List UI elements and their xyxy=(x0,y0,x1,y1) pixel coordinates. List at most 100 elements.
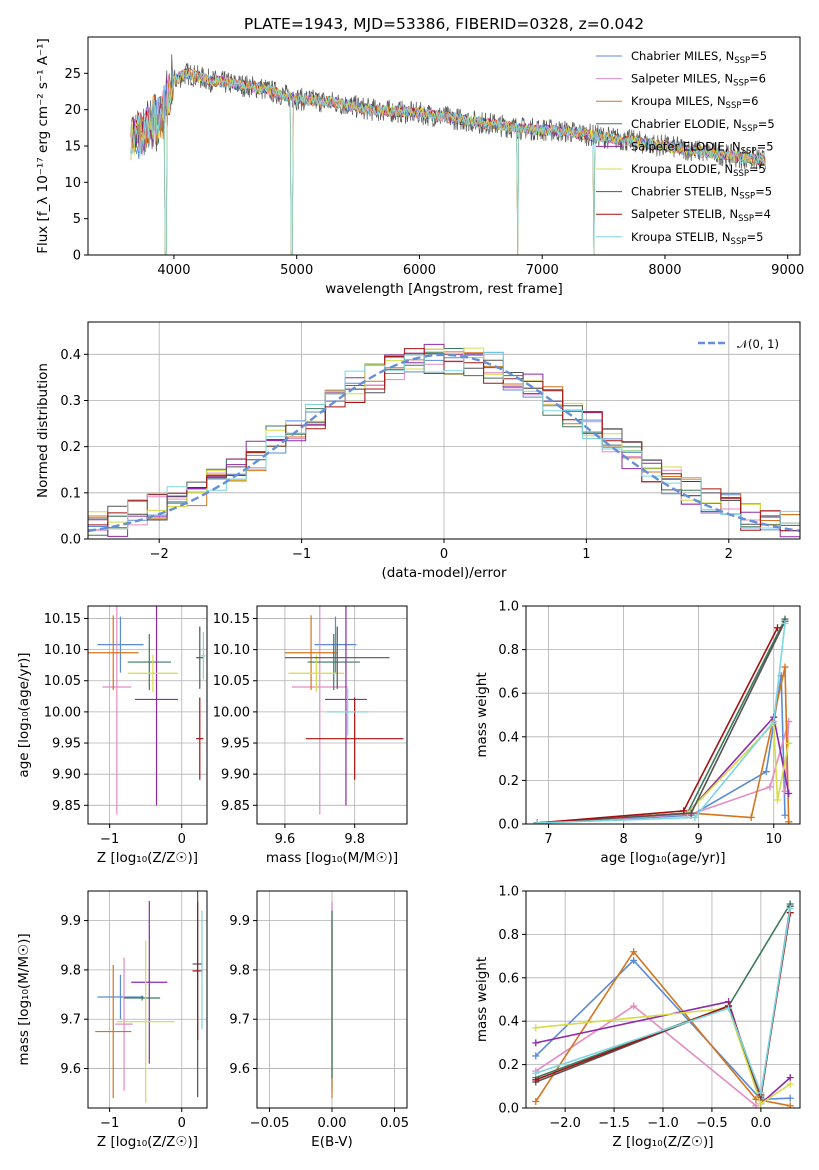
mass-vs-Z-plot-area xyxy=(95,891,205,1104)
hist-series-8 xyxy=(88,352,800,530)
weight-vs-age-series-7 xyxy=(537,627,779,824)
residual-hist-ylabel: Normed distribution xyxy=(35,363,51,498)
weight-vs-Z-series-2-marker-0 xyxy=(532,1097,540,1105)
age-vs-Z-ytick-label-1: 9.90 xyxy=(52,768,81,783)
weight-vs-age-series-4-marker-3 xyxy=(785,789,793,797)
spectrum-legend-label-0: Chabrier MILES, NSSP=5 xyxy=(631,49,767,66)
spectrum-ytick-label-0: 0 xyxy=(73,249,81,264)
grid-layer xyxy=(88,322,800,1109)
spectrum-legend-label-4: Salpeter ELODIE, NSSP=5 xyxy=(631,139,774,156)
spectrum-ytick-label-5: 25 xyxy=(64,67,81,82)
weight-vs-Z-series-2-marker-2 xyxy=(752,1095,760,1103)
spectrum-ylabel: Flux [f_λ 10⁻¹⁷ erg cm⁻² s⁻¹ A⁻¹] xyxy=(35,38,51,254)
hist-legend-label: 𝒩(0, 1) xyxy=(737,337,779,351)
weight-vs-age-plot-area xyxy=(533,615,793,824)
residual-hist-ytick-label-2: 0.2 xyxy=(60,440,81,455)
weight-vs-age-series-2-marker-4 xyxy=(785,818,793,824)
residual-hist-xtick-label-3: 1 xyxy=(582,547,590,562)
mass-vs-Z-ylabel: mass [log₁₀(M/M☉)] xyxy=(16,933,32,1065)
residual-hist-xtick-label-2: 0 xyxy=(440,547,448,562)
age-vs-Z-ytick-label-4: 10.05 xyxy=(44,674,81,689)
weight-vs-age-series-8-marker-2 xyxy=(770,718,778,726)
weight-vs-Z-series-1-marker-1 xyxy=(630,1002,638,1010)
weight-vs-Z-series-4-marker-0 xyxy=(532,1039,540,1047)
weight-vs-Z-plot-area xyxy=(532,900,794,1108)
spectrum-legend-label-7: Salpeter STELIB, NSSP=4 xyxy=(631,207,771,224)
weight-vs-Z-series-8-marker-2 xyxy=(757,1089,765,1097)
data-layer xyxy=(88,54,800,1108)
weight-vs-Z-ytick-label-2: 0.4 xyxy=(498,1015,519,1030)
age-vs-Z-frame xyxy=(87,605,208,825)
weight-vs-Z-series-0-marker-3 xyxy=(786,1094,794,1102)
age-vs-mass-ytick-label-2: 9.95 xyxy=(221,737,250,752)
weight-vs-age-xtick-label-1: 8 xyxy=(619,832,627,847)
spectrum-xtick-label-2: 6000 xyxy=(403,263,436,278)
spectrum-legend-label-5: Kroupa ELODIE, NSSP=5 xyxy=(631,162,766,179)
weight-vs-age-series-8-marker-1 xyxy=(691,813,699,821)
weight-vs-age-xtick-label-2: 9 xyxy=(695,832,703,847)
age-vs-mass-frame xyxy=(256,605,408,825)
spectrum-legend-label-6: Chabrier STELIB, NSSP=5 xyxy=(631,185,772,202)
age-vs-mass-ytick-label-0: 9.85 xyxy=(221,799,250,814)
weight-vs-age-series-2-marker-2 xyxy=(747,813,755,821)
weight-vs-age-ytick-label-2: 0.4 xyxy=(498,730,519,745)
weight-vs-age-series-7-marker-1 xyxy=(680,807,688,815)
weight-vs-Z-ytick-label-5: 1.0 xyxy=(498,885,519,900)
age-vs-Z-plot-area xyxy=(88,606,206,815)
mass-vs-ebv-ytick-label-0: 9.6 xyxy=(229,1062,250,1077)
age-vs-mass-ytick-label-3: 10.00 xyxy=(213,705,250,720)
age-vs-Z-ytick-label-0: 9.85 xyxy=(52,799,81,814)
weight-vs-Z-series-5-marker-3 xyxy=(786,1080,794,1088)
spectrum-legend-label-3: Chabrier ELODIE, NSSP=5 xyxy=(631,117,775,134)
weight-vs-age-series-5 xyxy=(537,721,790,824)
weight-vs-age-series-4 xyxy=(537,715,790,824)
weight-vs-age-series-0-marker-2 xyxy=(762,768,770,776)
weight-vs-age-ylabel: mass weight xyxy=(474,672,490,757)
spectrum-legend-label-1: Salpeter MILES, NSSP=6 xyxy=(631,72,766,89)
mass-vs-ebv-frame xyxy=(256,890,408,1109)
residual-hist-xtick-label-4: 2 xyxy=(725,547,733,562)
mass-vs-Z-frame xyxy=(87,890,208,1109)
residual-hist-plot-area xyxy=(88,343,800,538)
mass-vs-Z-ytick-label-0: 9.6 xyxy=(60,1062,81,1077)
spectrum-title: PLATE=1943, MJD=53386, FIBERID=0328, z=0… xyxy=(244,15,644,33)
weight-vs-age-series-5-marker-4 xyxy=(785,739,793,747)
weight-vs-Z-series-8-marker-0 xyxy=(532,1069,540,1077)
weight-vs-Z-series-4-marker-3 xyxy=(786,1074,794,1082)
mass-vs-ebv-ytick-label-2: 9.8 xyxy=(229,963,250,978)
age-vs-mass-xtick-label-0: 9.6 xyxy=(275,832,296,847)
weight-vs-Z-series-8 xyxy=(535,908,791,1096)
mass-vs-ebv-ytick-label-3: 9.9 xyxy=(229,914,250,929)
age-vs-Z-ytick-label-2: 9.95 xyxy=(52,737,81,752)
mass-vs-Z-ytick-label-2: 9.8 xyxy=(60,963,81,978)
hist-series-7 xyxy=(88,348,800,532)
residual-hist-frame xyxy=(87,321,801,540)
age-vs-mass-xlabel: mass [log₁₀(M/M☉)] xyxy=(266,850,398,866)
spectrum-ytick-label-1: 5 xyxy=(73,212,81,227)
weight-vs-Z-series-0-marker-0 xyxy=(532,1052,540,1060)
weight-vs-age-series-8-marker-0 xyxy=(533,819,541,824)
weight-vs-Z-series-2-marker-3 xyxy=(786,1102,794,1108)
weight-vs-Z-ytick-label-3: 0.6 xyxy=(498,971,519,986)
weight-vs-age-series-6 xyxy=(537,620,786,824)
weight-vs-Z-ytick-label-1: 0.2 xyxy=(498,1058,519,1073)
weight-vs-age-xtick-label-3: 10 xyxy=(765,832,782,847)
spectrum-frame xyxy=(87,36,801,256)
mass-vs-Z-xtick-label-1: 0 xyxy=(178,1116,186,1131)
spectrum-plot-area xyxy=(130,54,766,255)
residual-hist-ytick-label-0: 0.0 xyxy=(60,533,81,548)
age-vs-Z-xtick-label-0: −1 xyxy=(100,832,119,847)
spectrum-xtick-label-0: 4000 xyxy=(157,263,190,278)
weight-vs-Z-series-0-marker-1 xyxy=(630,956,638,964)
weight-vs-Z-ytick-label-0: 0.0 xyxy=(498,1102,519,1117)
age-vs-Z-ytick-label-5: 10.10 xyxy=(44,643,81,658)
spectrum-xtick-label-3: 7000 xyxy=(526,263,559,278)
weight-vs-Z-series-2-marker-1 xyxy=(630,948,638,956)
age-vs-mass-plot-area xyxy=(284,606,404,815)
weight-vs-age-series-8-marker-3 xyxy=(781,619,789,627)
spectrum-xtick-label-1: 5000 xyxy=(280,263,313,278)
weight-vs-Z-xtick-label-1: −1.5 xyxy=(598,1116,630,1131)
weight-vs-Z-series-0 xyxy=(535,959,791,1101)
weight-vs-age-ytick-label-5: 1.0 xyxy=(498,600,519,615)
weight-vs-Z-frame xyxy=(525,890,801,1109)
